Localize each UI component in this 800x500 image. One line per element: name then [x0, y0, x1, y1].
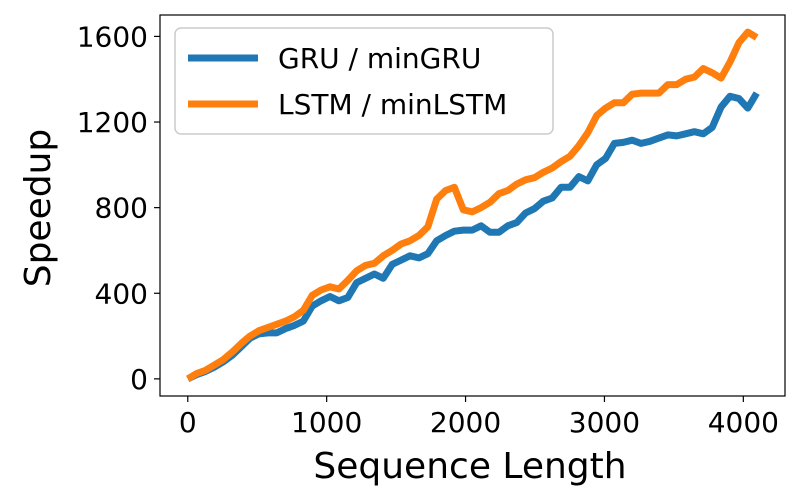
legend: GRU / minGRU LSTM / minLSTM — [174, 27, 554, 135]
legend-label-gru: GRU / minGRU — [278, 42, 481, 75]
y-tick-label: 1200 — [77, 106, 148, 139]
axes-layer — [159, 14, 786, 397]
y-tick-label: 400 — [95, 277, 148, 310]
series-line-gru — [186, 91, 760, 383]
y-tick-label: 800 — [95, 192, 148, 225]
ticks-layer: 0 1000 2000 3000 4000 0 400 800 1200 1600 — [77, 20, 779, 439]
y-tick-label: 1600 — [77, 20, 148, 53]
y-axis-label: Speedup — [18, 129, 59, 288]
series-layer — [185, 28, 760, 383]
x-tick-label: 1000 — [291, 406, 362, 439]
series-line-lstm — [185, 28, 759, 382]
legend-label-lstm: LSTM / minLSTM — [278, 88, 507, 121]
x-tick-label: 3000 — [569, 406, 640, 439]
legend-box — [174, 27, 554, 135]
x-tick-label: 0 — [179, 406, 197, 439]
y-tick-label: 0 — [130, 363, 148, 396]
x-tick-label: 4000 — [708, 406, 779, 439]
axes-frame — [159, 14, 786, 397]
x-tick-label: 2000 — [430, 406, 501, 439]
x-axis-label: Sequence Length — [313, 446, 626, 487]
